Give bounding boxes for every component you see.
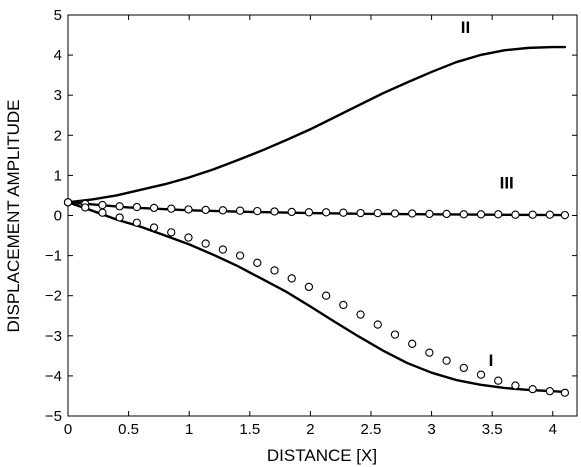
series-i-marker: [132, 218, 141, 227]
series-i-marker: [81, 203, 90, 212]
series-layer: [63, 45, 570, 397]
series-iii-marker: [476, 210, 486, 219]
x-tick-label: 2.5: [361, 421, 382, 438]
curve-label-iii: III: [500, 174, 514, 193]
series-iii-marker: [98, 200, 107, 210]
series-i-marker: [459, 363, 468, 373]
x-tick-label: 1: [185, 421, 193, 438]
x-tick-label: 0: [64, 421, 72, 438]
series-iii-marker: [304, 208, 314, 217]
series-iii-marker: [528, 210, 537, 219]
series-i-marker: [528, 384, 537, 394]
series-i-marker: [321, 291, 331, 300]
y-tick-label: 5: [54, 7, 62, 24]
series-iii-marker: [321, 208, 331, 217]
series-i-marker: [218, 245, 228, 254]
series-i-marker: [560, 388, 570, 397]
y-axis-label: DISPLACEMENT AMPLITUDE: [4, 99, 23, 332]
series-iii-line: [66, 201, 567, 217]
y-tick-label: −2: [45, 288, 62, 305]
y-tick-label: 3: [54, 87, 62, 104]
series-i-marker: [408, 339, 417, 348]
series-i-marker: [149, 223, 159, 232]
series-i-marker: [511, 381, 520, 390]
y-tick-label: −4: [45, 368, 62, 385]
x-tick-label: 1.5: [239, 421, 260, 438]
series-iii-marker: [253, 206, 262, 216]
series-iii-marker: [132, 202, 141, 212]
series-iii-marker: [339, 208, 348, 217]
series-iii-marker: [442, 209, 451, 219]
series-i-marker: [390, 330, 400, 339]
x-axis-ticks: 0 0.5 1 1.5 2 2.5 3 3.5 4: [64, 15, 557, 438]
x-tick-label: 3: [427, 421, 435, 438]
series-iii-marker: [115, 202, 124, 211]
series-iii-marker: [270, 207, 279, 216]
y-tick-label: 0: [54, 208, 62, 225]
series-iii-marker: [167, 204, 176, 213]
x-tick-label: 2: [306, 421, 314, 438]
y-tick-label: −1: [45, 248, 62, 265]
series-iii-marker: [545, 210, 554, 219]
x-axis-label: DISTANCE [X]: [267, 446, 377, 465]
y-tick-label: 4: [54, 47, 62, 64]
series-iii-marker: [201, 205, 210, 215]
series-i-marker: [425, 348, 434, 357]
series-i-marker: [201, 239, 210, 248]
series-i-marker: [442, 356, 451, 365]
series-iii-marker: [390, 209, 400, 218]
series-i-marker: [63, 198, 73, 207]
series-i-marker: [339, 300, 348, 310]
y-tick-label: −3: [45, 328, 62, 345]
series-iii-marker: [184, 205, 193, 214]
y-tick-label: −5: [45, 408, 62, 425]
series-iii-marker: [511, 210, 520, 219]
series-i-marker: [373, 320, 382, 329]
series-i-marker: [304, 282, 314, 292]
series-iii-marker: [218, 206, 228, 215]
series-iii-marker: [425, 209, 434, 219]
y-tick-label: 1: [54, 167, 62, 184]
series-i-marker: [167, 228, 176, 237]
curve-label-ii: II: [461, 18, 470, 37]
series-i-marker: [98, 208, 107, 217]
y-axis-ticks: −5 −4 −3 −2 −1 0 1 2 3 4 5: [45, 7, 577, 425]
series-i-marker: [356, 310, 365, 319]
curve-label-i: I: [489, 351, 494, 370]
series-iii-marker: [356, 208, 365, 218]
series-i-marker: [235, 251, 245, 260]
series-iii-marker: [235, 206, 245, 215]
series-iii-marker: [149, 203, 159, 213]
y-tick-label: 2: [54, 127, 62, 144]
series-iii-marker: [373, 208, 382, 218]
series-iii-marker: [287, 207, 296, 217]
series-iii-marker: [408, 209, 417, 218]
series-iii-marker: [494, 210, 503, 219]
series-iii-marker: [560, 210, 570, 220]
series-i-marker: [115, 213, 124, 222]
x-tick-label: 0.5: [118, 421, 139, 438]
series-i-marker: [253, 258, 262, 267]
series-i-marker: [476, 370, 486, 379]
series-i-marker: [184, 233, 193, 242]
x-tick-label: 4: [549, 421, 557, 438]
series-ii-line: [66, 45, 567, 204]
series-iii-marker: [459, 210, 468, 219]
series-i-marker: [270, 266, 279, 275]
series-i-marker: [545, 386, 554, 396]
x-tick-label: 3.5: [482, 421, 503, 438]
series-i-marker: [287, 274, 296, 283]
series-i-marker: [494, 376, 503, 385]
